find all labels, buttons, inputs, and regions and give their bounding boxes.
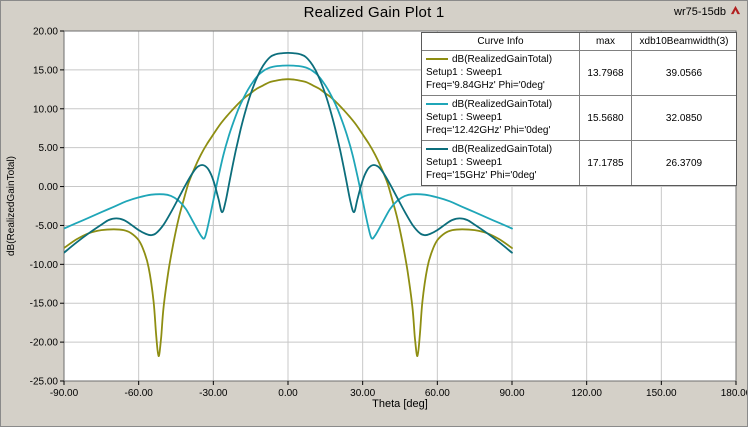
page-title: Realized Gain Plot 1 [303, 4, 445, 21]
svg-text:90.00: 90.00 [499, 388, 524, 399]
curve-swatch-icon [426, 103, 448, 106]
svg-text:120.00: 120.00 [571, 388, 602, 399]
svg-text:5.00: 5.00 [39, 143, 59, 154]
svg-text:10.00: 10.00 [33, 104, 58, 115]
svg-text:150.00: 150.00 [646, 388, 677, 399]
svg-text:0.00: 0.00 [278, 388, 298, 399]
svg-text:20.00: 20.00 [33, 27, 58, 38]
curve-name: dB(RealizedGainTotal) [452, 144, 553, 155]
curve-max-value: 13.7968 [580, 51, 632, 95]
svg-text:-10.00: -10.00 [30, 260, 59, 271]
project-name-label: wr75-15db [674, 6, 726, 18]
svg-text:180.00: 180.00 [721, 388, 748, 399]
svg-text:-60.00: -60.00 [124, 388, 153, 399]
curve-beamwidth-value: 32.0850 [665, 112, 703, 124]
curve-max-value: 15.5680 [580, 96, 632, 140]
legend-header-row: Curve Info max xdb10Beamwidth(3) [422, 33, 736, 51]
legend-header-max: max [580, 33, 632, 50]
svg-text:-15.00: -15.00 [30, 299, 59, 310]
legend-header-beamwidth: xdb10Beamwidth(3) [639, 36, 729, 47]
curve-swatch-icon [426, 148, 448, 151]
y-axis-label: dB(RealizedGainTotal) [6, 155, 17, 257]
legend-row: dB(RealizedGainTotal) Setup1 : Sweep1 Fr… [422, 95, 736, 140]
svg-text:-20.00: -20.00 [30, 338, 59, 349]
curve-info-legend: Curve Info max xdb10Beamwidth(3) dB(Real… [421, 32, 737, 186]
curve-setup: Setup1 : Sweep1 [426, 112, 503, 123]
curve-freq: Freq='12.42GHz' Phi='0deg' [426, 125, 551, 136]
legend-row: dB(RealizedGainTotal) Setup1 : Sweep1 Fr… [422, 140, 736, 185]
curve-max-value: 17.1785 [580, 141, 632, 185]
curve-name: dB(RealizedGainTotal) [452, 99, 553, 110]
curve-beamwidth-value: 39.0566 [665, 67, 703, 79]
curve-name: dB(RealizedGainTotal) [452, 54, 553, 65]
svg-text:-25.00: -25.00 [30, 377, 59, 388]
svg-text:60.00: 60.00 [425, 388, 450, 399]
ansoft-marker-icon [730, 5, 741, 15]
svg-text:-5.00: -5.00 [35, 221, 58, 232]
svg-text:15.00: 15.00 [33, 65, 58, 76]
svg-text:-90.00: -90.00 [50, 388, 79, 399]
curve-freq: Freq='9.84GHz' Phi='0deg' [426, 80, 545, 91]
curve-swatch-icon [426, 58, 448, 61]
x-axis-label: Theta [deg] [372, 398, 428, 410]
curve-setup: Setup1 : Sweep1 [426, 157, 503, 168]
curve-setup: Setup1 : Sweep1 [426, 67, 503, 78]
curve-beamwidth-value: 26.3709 [665, 157, 703, 169]
svg-text:0.00: 0.00 [39, 182, 59, 193]
legend-row: dB(RealizedGainTotal) Setup1 : Sweep1 Fr… [422, 51, 736, 95]
legend-header-curve-info: Curve Info [422, 33, 580, 50]
svg-text:-30.00: -30.00 [199, 388, 228, 399]
curve-freq: Freq='15GHz' Phi='0deg' [426, 170, 537, 181]
svg-text:30.00: 30.00 [350, 388, 375, 399]
